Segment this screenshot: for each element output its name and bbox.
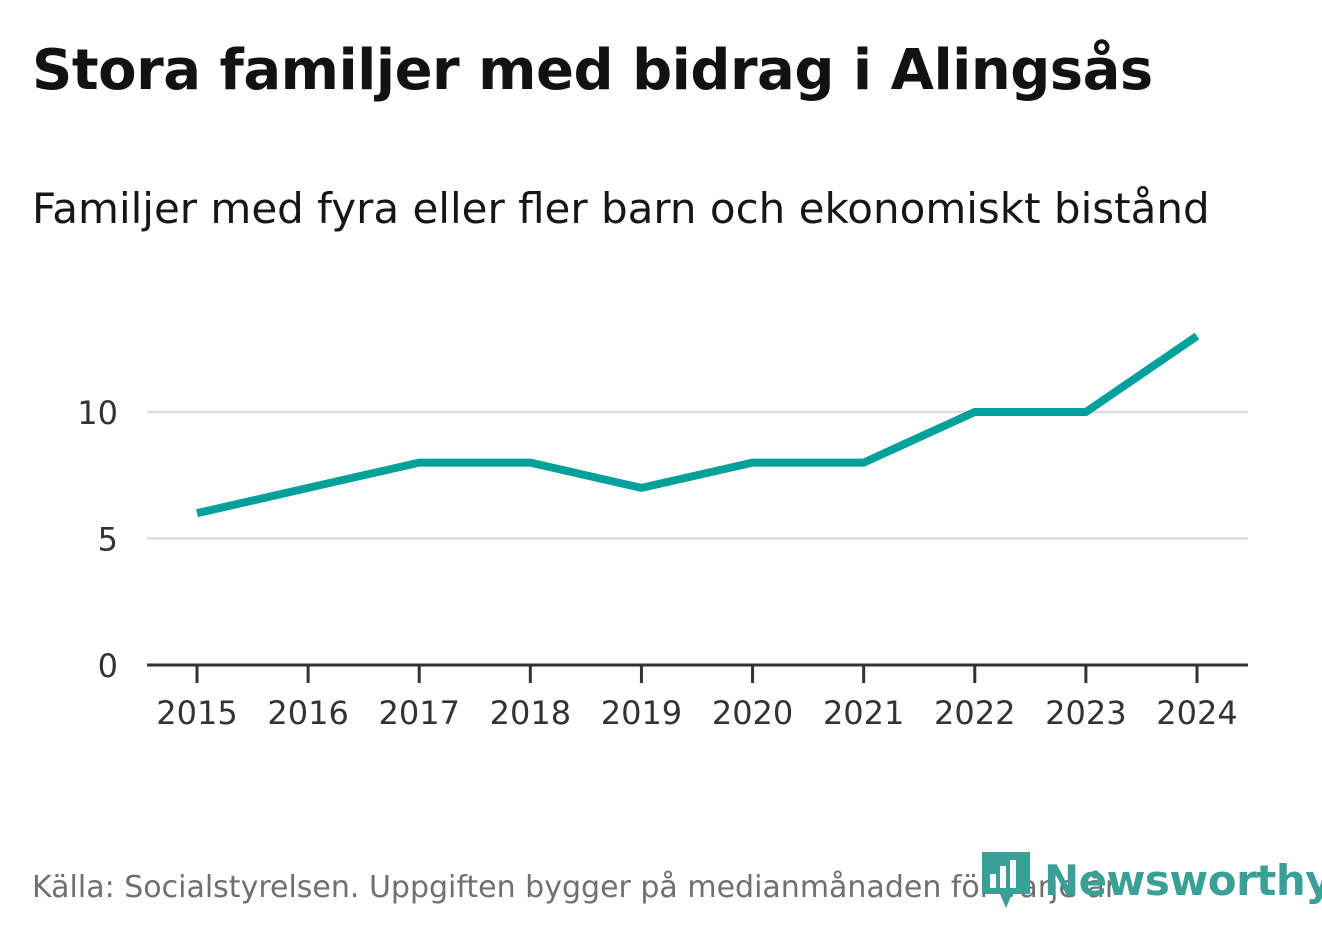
x-tick-label-2020: 2020 — [712, 694, 793, 732]
series-layer — [196, 332, 1200, 518]
chart-title: Stora familjer med bidrag i Alingsås — [32, 38, 1153, 103]
x-tick-label-2022: 2022 — [934, 694, 1015, 732]
chart-subtitle: Familjer med fyra eller fler barn och ek… — [32, 184, 1210, 233]
x-tick-label-2019: 2019 — [601, 694, 682, 732]
x-tick-label-2024: 2024 — [1156, 694, 1237, 732]
y-tick-label-0: 0 — [98, 647, 118, 685]
x-tick-label-2015: 2015 — [156, 694, 237, 732]
source-note: Källa: Socialstyrelsen. Uppgiften bygger… — [32, 870, 1118, 905]
y-tick-label-5: 5 — [98, 521, 118, 559]
x-tick-label-2016: 2016 — [267, 694, 348, 732]
x-axis-tick-labels: 2015 2016 2017 2018 2019 2020 2021 2022 2023 2024 — [156, 694, 1237, 732]
y-tick-label-10: 10 — [77, 394, 118, 432]
x-tick-label-2018: 2018 — [490, 694, 571, 732]
y-axis-tick-labels: 0 5 10 — [77, 394, 118, 685]
series-line-0 — [196, 332, 1200, 518]
x-tick-label-2017: 2017 — [379, 694, 460, 732]
brand-name: Newsworthy — [1044, 855, 1322, 905]
x-tick-label-2023: 2023 — [1045, 694, 1126, 732]
newsworthy-logo-icon — [982, 852, 1030, 908]
x-tick-label-2021: 2021 — [823, 694, 904, 732]
x-axis — [147, 663, 1248, 683]
brand-logo: Newsworthy — [982, 850, 1322, 910]
